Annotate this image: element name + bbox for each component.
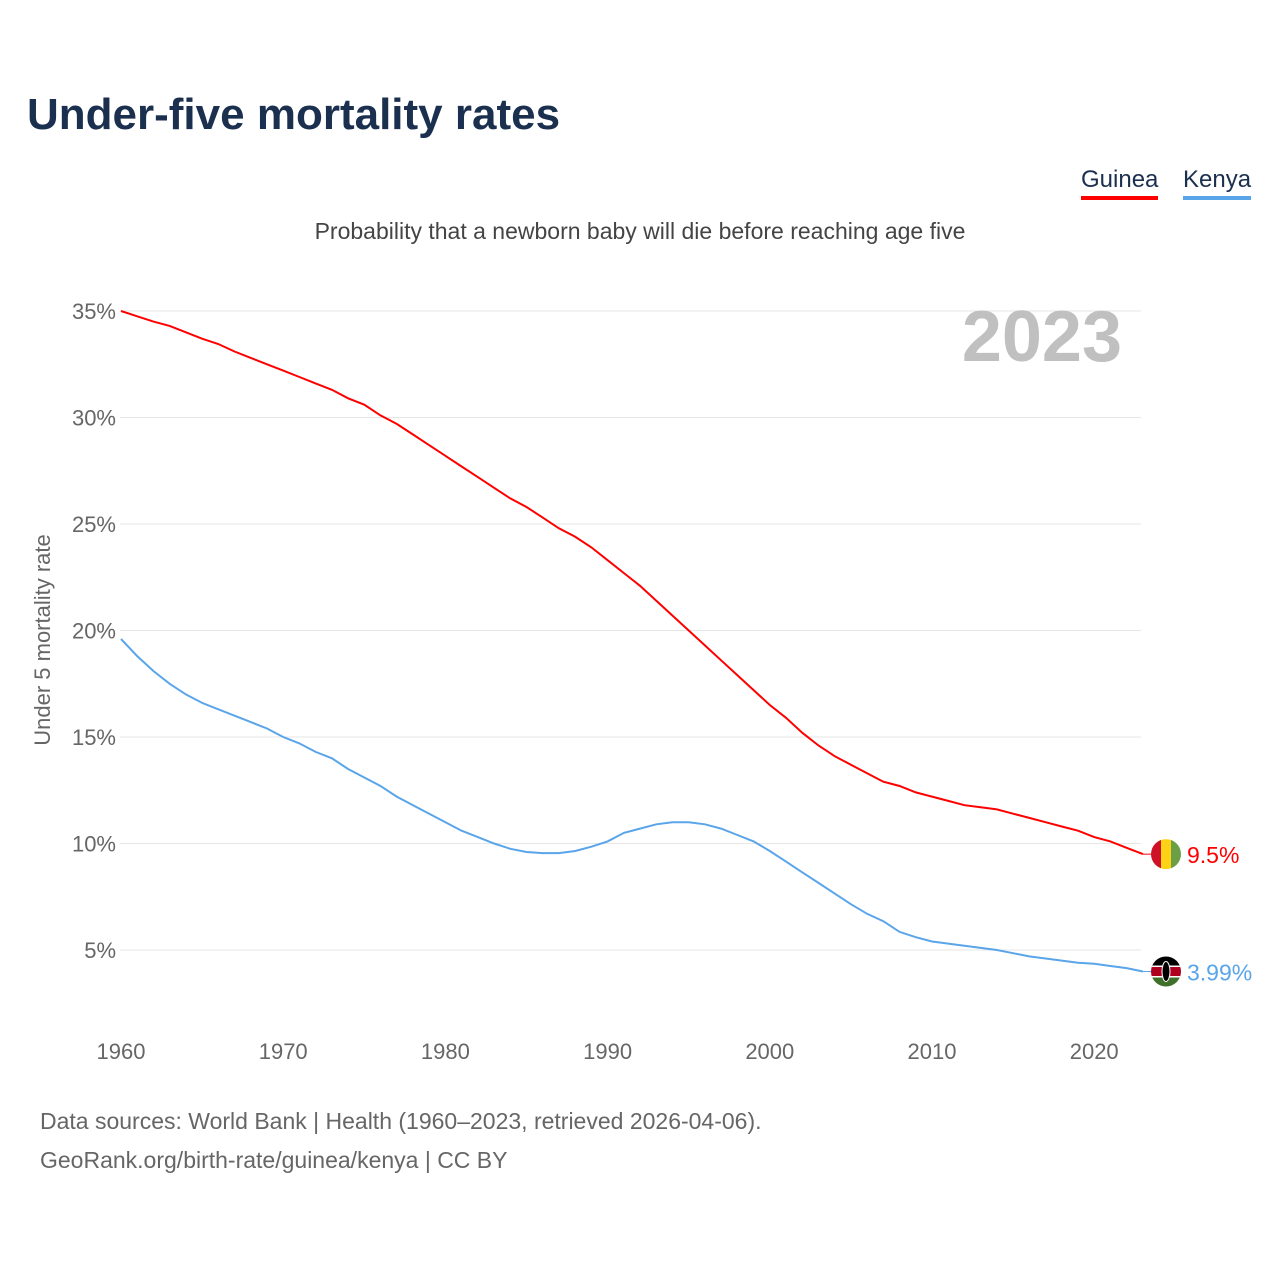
x-tick-label: 2020 [1070,1039,1119,1064]
y-tick-label: 35% [72,299,116,324]
y-tick-label: 20% [72,619,116,644]
series-line-guinea [120,310,1144,856]
kenya-flag-icon [1151,956,1181,987]
legend-guinea[interactable]: Guinea [1081,166,1159,200]
x-tick-label: 1990 [583,1039,632,1064]
legend-kenya[interactable]: Kenya [1183,166,1252,200]
chart-title: Under-five mortality rates [27,90,561,139]
y-tick-label: 25% [72,512,116,537]
x-tick-label: 2000 [745,1039,794,1064]
end-label-guinea: 9.5% [1187,842,1239,868]
x-tick-label: 2010 [908,1039,957,1064]
x-tick-label: 1980 [421,1039,470,1064]
y-tick-label: 10% [72,832,116,857]
chart-subtitle: Probability that a newborn baby will die… [314,218,966,244]
source-line-2[interactable]: GeoRank.org/birth-rate/guinea/kenya | CC… [40,1147,508,1173]
x-tick-label: 1960 [97,1039,146,1064]
y-tick-label: 30% [72,406,116,431]
series-line-kenya [120,638,1144,973]
y-tick-label: 15% [72,725,116,750]
guinea-flag-icon [1151,839,1181,870]
y-axis-label: Under 5 mortality rate [30,534,55,746]
end-label-kenya: 3.99% [1187,960,1252,986]
x-tick-label: 1970 [259,1039,308,1064]
y-tick-label: 5% [84,938,116,963]
year-overlay: 2023 [962,297,1122,377]
source-line-1: Data sources: World Bank | Health (1960–… [40,1108,762,1134]
